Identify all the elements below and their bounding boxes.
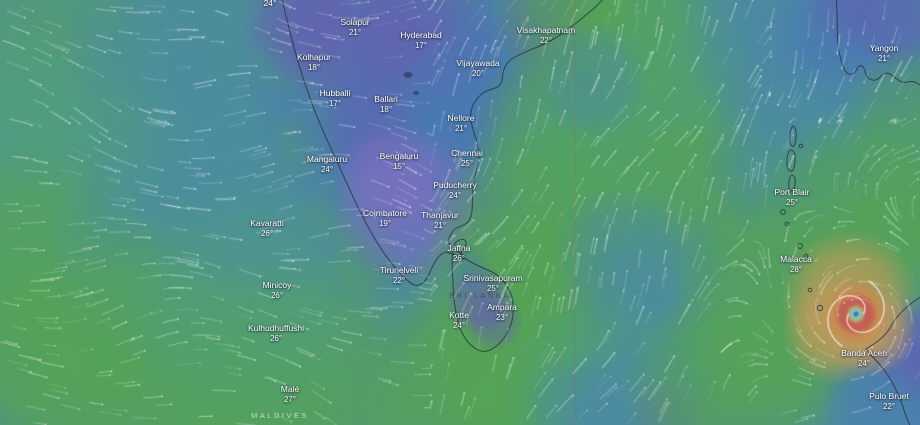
wind-particle-layer bbox=[0, 0, 920, 425]
weather-map[interactable]: 24° Solapur 21° Hyderabad 17° Visakhapatnam 22… bbox=[0, 0, 920, 425]
